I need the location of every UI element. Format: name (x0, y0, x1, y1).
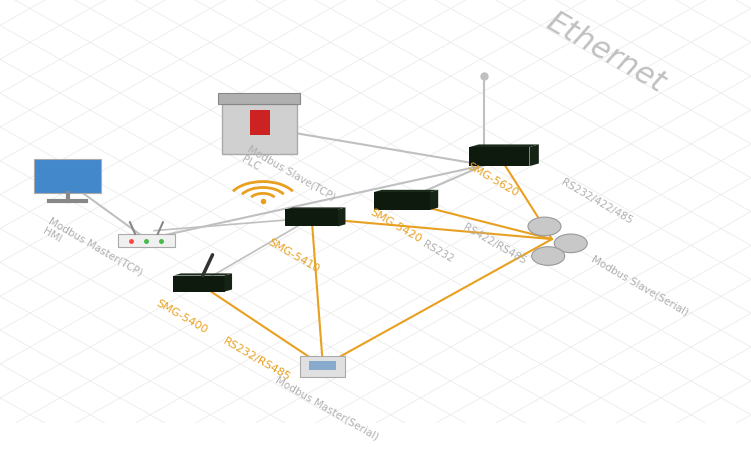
Circle shape (554, 234, 587, 253)
Polygon shape (285, 210, 338, 226)
Text: SMG-5410: SMG-5410 (267, 237, 321, 274)
Polygon shape (250, 110, 270, 136)
Text: SMG-5620: SMG-5620 (466, 161, 520, 198)
Polygon shape (374, 190, 439, 192)
Polygon shape (338, 207, 345, 226)
Polygon shape (173, 273, 232, 276)
Polygon shape (285, 207, 345, 210)
Text: Modbus Slave(TCP)
PLC: Modbus Slave(TCP) PLC (240, 144, 337, 213)
Text: RS422/RS485: RS422/RS485 (462, 222, 528, 266)
Polygon shape (225, 273, 232, 291)
Polygon shape (529, 145, 539, 166)
Circle shape (528, 217, 561, 236)
Polygon shape (118, 234, 175, 247)
Text: SMG-5420: SMG-5420 (368, 207, 423, 245)
Text: Modbus Master(Serial): Modbus Master(Serial) (274, 374, 381, 442)
Text: Modbus Slave(Serial): Modbus Slave(Serial) (590, 254, 690, 317)
Text: RS232/RS485: RS232/RS485 (222, 336, 292, 383)
Polygon shape (34, 158, 101, 193)
Text: Modbus Master(TCP)
HMI: Modbus Master(TCP) HMI (41, 216, 144, 288)
Polygon shape (374, 192, 430, 210)
Polygon shape (469, 145, 539, 147)
Polygon shape (173, 276, 225, 291)
Polygon shape (430, 190, 439, 210)
Polygon shape (222, 104, 297, 154)
Text: RS232/422/485: RS232/422/485 (559, 177, 634, 226)
Text: SMG-5400: SMG-5400 (154, 298, 209, 335)
Polygon shape (469, 147, 529, 166)
Polygon shape (309, 361, 336, 370)
Polygon shape (300, 356, 345, 377)
Polygon shape (218, 93, 300, 104)
Text: Ethernet: Ethernet (541, 7, 670, 98)
Circle shape (532, 247, 565, 265)
Text: RS232: RS232 (421, 239, 454, 264)
